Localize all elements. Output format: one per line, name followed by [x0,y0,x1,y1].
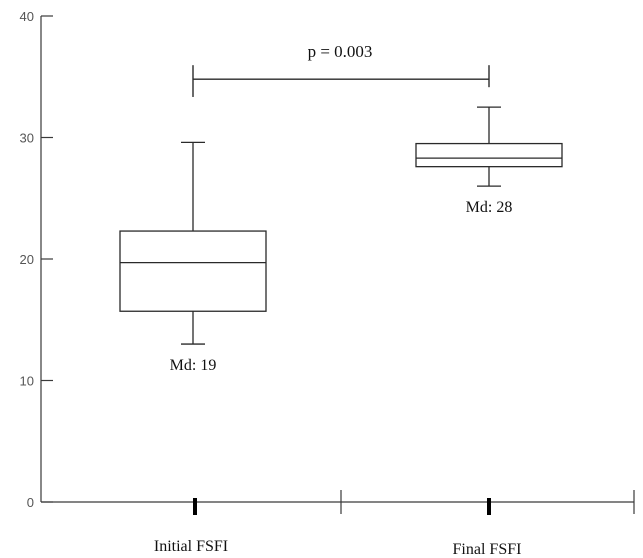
iqr-box [415,142,563,168]
y-tick-label: 20 [20,252,34,267]
box-plot-boxes: Md: 19 Md: 28 [119,106,563,374]
y-tick-label: 10 [20,374,34,389]
category-label: Initial FSFI [154,538,228,555]
box-initial: Md: 19 [119,141,267,374]
category-label: Final FSFI [453,541,522,558]
iqr-box [119,230,267,312]
y-tick-label: 30 [20,131,34,146]
significance-annotation: p = 0.003 [192,42,490,97]
y-tick-label: 40 [20,9,34,24]
box-final: Md: 28 [415,106,563,216]
median-label: Md: 28 [466,199,513,216]
category-labels: Initial FSFI Final FSFI [154,498,522,558]
y-axis-ticks: 0 10 20 30 40 [20,9,53,510]
p-value-label: p = 0.003 [308,42,373,61]
median-label: Md: 19 [170,357,217,374]
y-tick-label: 0 [27,495,34,510]
